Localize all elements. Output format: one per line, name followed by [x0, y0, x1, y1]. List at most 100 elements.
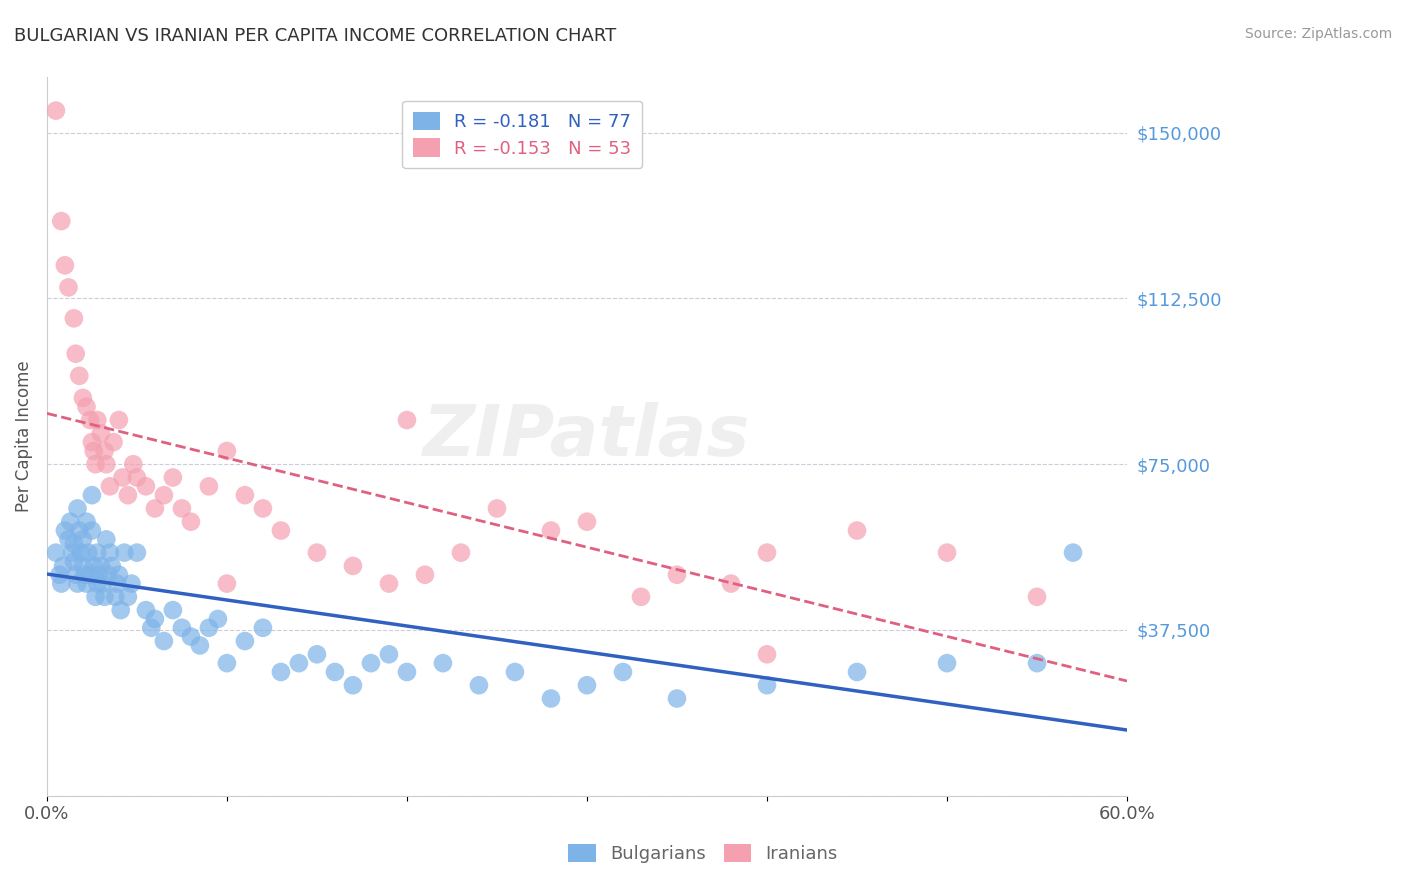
- Point: [342, 558, 364, 573]
- Point: [111, 470, 134, 484]
- Point: [48, 567, 70, 582]
- Point: [1026, 656, 1049, 670]
- Point: [575, 515, 598, 529]
- Point: [378, 648, 401, 662]
- Point: [103, 435, 125, 450]
- Point: [72, 558, 94, 573]
- Point: [323, 665, 346, 679]
- Point: [756, 648, 779, 662]
- Point: [305, 648, 328, 662]
- Point: [76, 515, 98, 529]
- Point: [288, 656, 311, 670]
- Point: [233, 634, 256, 648]
- Point: [90, 558, 112, 573]
- Point: [846, 665, 869, 679]
- Point: [1062, 546, 1084, 560]
- Point: [58, 533, 80, 547]
- Point: [80, 524, 103, 538]
- Point: [112, 546, 135, 560]
- Point: [413, 567, 436, 582]
- Point: [84, 457, 107, 471]
- Point: [65, 567, 87, 582]
- Point: [207, 612, 229, 626]
- Point: [630, 590, 652, 604]
- Y-axis label: Per Capita Income: Per Capita Income: [15, 360, 32, 512]
- Point: [45, 546, 67, 560]
- Point: [122, 457, 145, 471]
- Point: [143, 501, 166, 516]
- Point: [67, 368, 90, 383]
- Point: [65, 347, 87, 361]
- Point: [53, 258, 76, 272]
- Point: [143, 612, 166, 626]
- Point: [84, 590, 107, 604]
- Point: [305, 546, 328, 560]
- Point: [135, 479, 157, 493]
- Point: [936, 546, 959, 560]
- Point: [66, 501, 89, 516]
- Text: BULGARIAN VS IRANIAN PER CAPITA INCOME CORRELATION CHART: BULGARIAN VS IRANIAN PER CAPITA INCOME C…: [14, 27, 616, 45]
- Point: [450, 546, 472, 560]
- Point: [180, 630, 202, 644]
- Point: [125, 546, 148, 560]
- Point: [93, 444, 115, 458]
- Point: [93, 590, 115, 604]
- Point: [360, 656, 382, 670]
- Point: [97, 567, 120, 582]
- Point: [77, 546, 100, 560]
- Point: [141, 621, 163, 635]
- Point: [540, 524, 562, 538]
- Point: [270, 665, 292, 679]
- Point: [117, 488, 139, 502]
- Point: [153, 488, 176, 502]
- Point: [100, 558, 122, 573]
- Point: [215, 444, 238, 458]
- Point: [96, 533, 118, 547]
- Text: Source: ZipAtlas.com: Source: ZipAtlas.com: [1244, 27, 1392, 41]
- Point: [756, 678, 779, 692]
- Point: [110, 603, 132, 617]
- Point: [59, 515, 82, 529]
- Point: [51, 576, 73, 591]
- Point: [108, 567, 131, 582]
- Point: [98, 546, 121, 560]
- Point: [72, 533, 94, 547]
- Point: [153, 634, 176, 648]
- Legend: R = -0.181   N = 77, R = -0.153   N = 53: R = -0.181 N = 77, R = -0.153 N = 53: [402, 101, 643, 169]
- Point: [468, 678, 491, 692]
- Point: [665, 567, 688, 582]
- Point: [76, 576, 98, 591]
- Point: [86, 546, 108, 560]
- Point: [108, 413, 131, 427]
- Point: [936, 656, 959, 670]
- Point: [540, 691, 562, 706]
- Point: [198, 479, 221, 493]
- Point: [720, 576, 742, 591]
- Point: [612, 665, 634, 679]
- Point: [846, 524, 869, 538]
- Point: [86, 413, 108, 427]
- Point: [80, 435, 103, 450]
- Point: [503, 665, 526, 679]
- Point: [80, 488, 103, 502]
- Point: [252, 621, 274, 635]
- Point: [51, 214, 73, 228]
- Point: [86, 576, 108, 591]
- Point: [72, 391, 94, 405]
- Point: [252, 501, 274, 516]
- Point: [90, 426, 112, 441]
- Point: [105, 576, 128, 591]
- Point: [121, 576, 143, 591]
- Point: [76, 400, 98, 414]
- Point: [162, 470, 184, 484]
- Point: [67, 524, 90, 538]
- Point: [52, 558, 75, 573]
- Point: [485, 501, 508, 516]
- Point: [180, 515, 202, 529]
- Point: [66, 576, 89, 591]
- Point: [756, 546, 779, 560]
- Point: [342, 678, 364, 692]
- Point: [96, 457, 118, 471]
- Point: [87, 567, 110, 582]
- Point: [83, 444, 105, 458]
